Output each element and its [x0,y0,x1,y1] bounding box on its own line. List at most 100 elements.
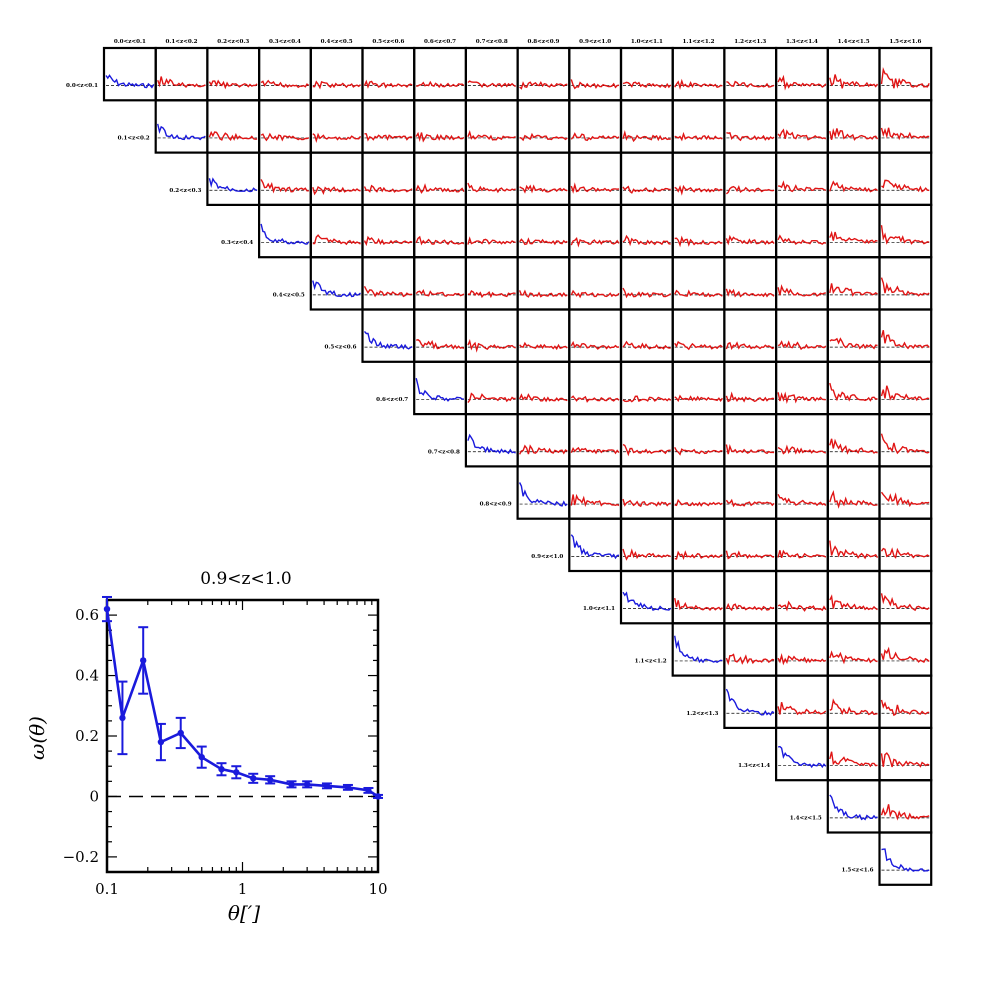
panel-frame [826,569,881,625]
auto-correlation-panel [723,674,778,729]
panel-frame [568,360,623,416]
panel-curve [467,80,516,89]
cross-correlation-panel [878,99,933,154]
cross-correlation-panel [516,413,571,468]
panel-curve [364,133,413,142]
panel-frame [723,622,778,677]
panel-frame [568,46,623,102]
panel-frame [619,360,674,416]
panel-frame [464,256,519,311]
panel-frame [464,360,519,416]
cross-correlation-panel [309,203,364,259]
panel-frame [774,46,829,102]
panel-frame [671,308,726,363]
panel-frame [464,308,519,363]
cross-correlation-panel [568,46,623,102]
panel-curve [777,74,827,91]
panel-curve [570,446,620,455]
panel-frame [619,46,674,102]
panel-curve [725,443,775,455]
cross-correlation-panel [826,569,881,625]
cross-correlation-panel [619,360,674,416]
panel-frame [774,151,829,207]
panel-frame [361,46,416,102]
row-label: 0.4<z<0.5 [273,292,305,298]
panel-frame [878,256,933,311]
cross-correlation-panel [258,151,312,207]
cross-correlation-panel [361,151,416,207]
y-axis-label: ω(θ) [25,716,49,760]
cross-correlation-panel [826,465,881,520]
panel-curve [880,127,930,141]
panel-curve [674,550,723,560]
cross-correlation-panel [826,726,881,782]
auto-correlation-panel [826,779,881,834]
panel-frame [413,308,468,363]
cross-correlation-panel [723,517,778,573]
panel-curve [777,128,827,141]
panel-curve [622,81,672,89]
cross-correlation-panel [723,413,778,468]
panel-curve [467,433,516,455]
panel-curve [570,236,620,248]
cross-correlation-panel [309,99,364,154]
panel-curve [674,597,723,612]
panel-curve [570,289,620,299]
panel-curve [570,182,620,194]
panel-curve [725,550,775,560]
panel-curve [363,285,413,298]
series-line [105,608,379,798]
cross-correlation-panel [826,151,881,207]
cross-correlation-panel [826,46,881,102]
panel-frame [413,256,468,311]
column-label: 1.1<z<1.2 [683,39,715,45]
cross-correlation-panel [878,569,933,625]
panel-frame [516,99,571,154]
cross-correlation-panel [774,413,829,468]
cross-correlation-panel [206,46,261,102]
panel-curve [777,652,827,666]
panel-frame [774,99,829,154]
cross-correlation-panel [568,360,623,416]
cross-correlation-panel [206,99,261,154]
panel-frame [826,674,881,729]
chart-title: 0.9<z<1.0 [200,569,292,589]
panel-frame [413,151,468,207]
panel-frame [878,203,933,259]
panel-frame [774,674,829,729]
cross-correlation-panel [878,413,933,468]
panel-frame [723,517,778,573]
panel-frame [723,151,778,207]
panel-curve [880,547,930,559]
panel-curve [880,646,930,664]
auto-correlation-panel [154,99,209,154]
cross-correlation-panel [774,256,829,311]
cross-correlation-panel [671,308,726,363]
panel-frame [154,99,209,154]
main-correlation-plot: 0.9<z<1.0 ω(θ) θ[′] 0.1 1 10 −0.2 0 0.2 0.4 0.6 [25,569,388,925]
cross-correlation-panel [671,569,726,625]
panel-frame [826,360,881,416]
panel-frame [878,622,933,677]
cross-correlation-panel [723,151,778,207]
panel-frame [723,465,778,520]
panel-curve [777,391,826,405]
panel-frame [464,46,519,102]
row-label: 1.3<z<1.4 [738,763,770,769]
panel-curve [674,394,723,403]
panel-curve [725,688,775,716]
panel-curve [157,123,206,141]
panel-frame [568,99,623,154]
panel-frame [361,256,416,311]
panel-curve [674,235,723,248]
cross-correlation-panel [671,465,726,520]
row-label: 0.7<z<0.8 [428,449,460,455]
cross-correlation-panel [309,151,364,207]
row-label: 1.2<z<1.3 [686,711,718,717]
row-label: 0.6<z<0.7 [376,397,408,403]
cross-correlation-panel [826,622,881,677]
panel-curve [829,74,879,89]
panel-frame [464,99,519,154]
panel-frame [826,726,881,782]
panel-frame [258,99,312,154]
